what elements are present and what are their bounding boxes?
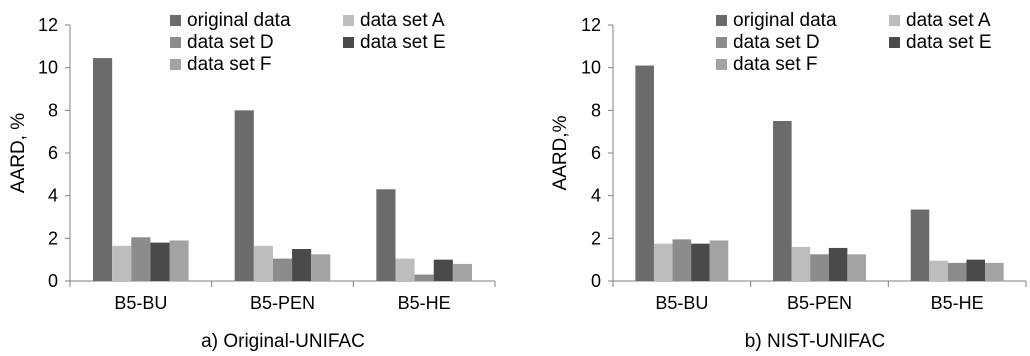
y-tick-label: 0 (48, 271, 58, 291)
bar-data-set-E (433, 259, 453, 281)
bar-original-data (234, 110, 254, 281)
bar-data-set-D (947, 262, 967, 281)
bar-data-set-F (847, 254, 866, 281)
x-tick-label: B5-HE (398, 293, 451, 313)
bar-data-set-A (112, 245, 132, 281)
y-tick-label: 12 (38, 15, 58, 35)
chart-caption: b) NIST-UNIFAC (745, 331, 885, 352)
bar-original-data (376, 189, 396, 281)
bar-data-set-A (929, 260, 948, 281)
bar-data-set-E (828, 247, 848, 281)
y-tick-label: 8 (48, 100, 58, 120)
bar-data-set-F (452, 263, 472, 281)
bar-data-set-F (169, 240, 189, 281)
legend-swatch (716, 37, 727, 48)
chart-panel-a: 0 2 4 6 8 10 12 AARD, % B5-BU B5-PEN B5-HE original… (8, 10, 496, 352)
legend-label: data set D (733, 32, 820, 53)
legend-label: data set E (360, 32, 446, 53)
legend-swatch (716, 15, 727, 26)
y-tick-label: 2 (48, 228, 58, 248)
legend-label: data set E (906, 32, 992, 53)
y-tick-label: 6 (591, 143, 601, 163)
legend-label: data set F (733, 54, 818, 75)
legend-swatch (170, 59, 181, 70)
bar-data-set-E (150, 242, 170, 281)
bar-data-set-D (810, 254, 829, 281)
bar-data-set-D (272, 258, 293, 281)
bar-data-set-F (709, 240, 729, 281)
chart-panel-b: 0 2 4 6 8 10 12 AARD,% B5-BU B5-PEN B5-HE original … (550, 10, 1027, 352)
x-tick-label: B5-PEN (250, 293, 315, 313)
bar-data-set-D (672, 239, 692, 281)
bar-original-data (773, 121, 792, 281)
legend-label: original data (187, 10, 291, 31)
bar-data-set-A (253, 245, 273, 281)
bar-data-set-D (414, 274, 434, 281)
y-tick-label: 10 (38, 58, 58, 78)
legend-label: original data (733, 10, 837, 31)
y-tick-label: 0 (591, 271, 601, 291)
legend-label: data set A (360, 10, 445, 31)
y-tick-label: 8 (591, 100, 601, 120)
legend-label: data set D (187, 32, 274, 53)
bar-original-data (93, 58, 113, 281)
y-tick-label: 4 (591, 186, 601, 206)
legend-swatch (716, 59, 727, 70)
bar-data-set-F (311, 254, 331, 281)
legend-swatch (889, 15, 900, 26)
x-tick-label: B5-BU (114, 293, 167, 313)
y-tick-label: 6 (48, 143, 58, 163)
bar-original-data (635, 65, 654, 282)
bar-data-set-A (791, 246, 811, 281)
chart-caption: a) Original-UNIFAC (201, 331, 365, 352)
bar-data-set-E (966, 259, 986, 281)
bar-data-set-A (395, 258, 415, 281)
legend-label: data set A (906, 10, 991, 31)
bar-data-set-D (131, 237, 151, 281)
legend-swatch (343, 15, 354, 26)
y-axis-label: AARD,% (550, 115, 571, 190)
legend-swatch (170, 37, 181, 48)
bar-data-set-F (985, 262, 1004, 281)
legend-swatch (170, 15, 181, 26)
bar-original-data (910, 209, 930, 281)
y-tick-label: 2 (591, 228, 601, 248)
y-axis-label: AARD, % (8, 113, 29, 193)
y-tick-label: 4 (48, 186, 58, 206)
x-tick-label: B5-HE (931, 293, 984, 313)
x-tick-label: B5-PEN (787, 293, 852, 313)
legend-swatch (343, 37, 354, 48)
x-tick-label: B5-BU (655, 293, 708, 313)
bar-data-set-E (691, 243, 710, 281)
y-tick-label: 10 (581, 58, 601, 78)
legend-label: data set F (187, 54, 272, 75)
legend-swatch (889, 37, 900, 48)
bar-data-set-A (653, 243, 673, 281)
y-tick-label: 12 (581, 15, 601, 35)
bar-data-set-E (292, 249, 312, 281)
